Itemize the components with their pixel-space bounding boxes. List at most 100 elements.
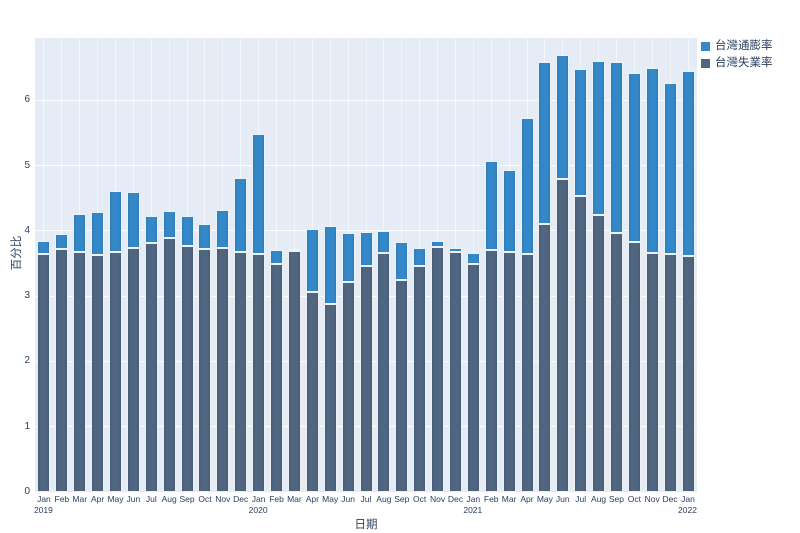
inflation-segment[interactable] — [556, 55, 570, 179]
unemployment-segment[interactable] — [37, 254, 51, 492]
stacked-bar-2020-10[interactable] — [413, 247, 427, 492]
stacked-bar-2019-09[interactable] — [180, 216, 194, 492]
inflation-segment[interactable] — [55, 234, 69, 250]
unemployment-segment[interactable] — [216, 248, 230, 492]
unemployment-segment[interactable] — [556, 178, 570, 492]
stacked-bar-2021-12[interactable] — [663, 83, 677, 492]
inflation-segment[interactable] — [466, 253, 480, 265]
stacked-bar-2019-01[interactable] — [37, 241, 51, 492]
unemployment-segment[interactable] — [502, 252, 516, 492]
inflation-segment[interactable] — [502, 170, 516, 253]
inflation-segment[interactable] — [180, 216, 194, 246]
stacked-bar-2020-11[interactable] — [431, 241, 445, 492]
unemployment-segment[interactable] — [252, 254, 266, 492]
unemployment-segment[interactable] — [663, 254, 677, 492]
stacked-bar-2019-08[interactable] — [162, 210, 176, 492]
inflation-segment[interactable] — [609, 61, 623, 234]
unemployment-segment[interactable] — [484, 250, 498, 492]
unemployment-segment[interactable] — [431, 247, 445, 492]
legend-item-inflation[interactable]: 台灣通膨率 — [701, 40, 773, 53]
inflation-segment[interactable] — [270, 250, 284, 265]
unemployment-segment[interactable] — [538, 223, 552, 492]
unemployment-segment[interactable] — [162, 238, 176, 492]
inflation-segment[interactable] — [216, 209, 230, 249]
inflation-segment[interactable] — [109, 191, 122, 253]
stacked-bar-2019-12[interactable] — [234, 177, 248, 492]
inflation-segment[interactable] — [305, 228, 319, 293]
stacked-bar-2019-10[interactable] — [198, 223, 212, 492]
stacked-bar-2020-02[interactable] — [270, 250, 284, 492]
stacked-bar-2020-12[interactable] — [448, 247, 462, 492]
stacked-bar-2019-04[interactable] — [91, 211, 105, 492]
unemployment-segment[interactable] — [234, 252, 248, 492]
stacked-bar-2021-08[interactable] — [592, 61, 606, 492]
unemployment-segment[interactable] — [144, 242, 158, 492]
unemployment-segment[interactable] — [109, 252, 122, 492]
stacked-bar-2020-06[interactable] — [341, 233, 355, 492]
stacked-bar-2019-02[interactable] — [55, 234, 69, 492]
stacked-bar-2021-11[interactable] — [645, 67, 659, 492]
unemployment-segment[interactable] — [91, 254, 105, 492]
inflation-segment[interactable] — [377, 231, 391, 254]
inflation-segment[interactable] — [37, 241, 51, 255]
inflation-segment[interactable] — [341, 233, 355, 283]
unemployment-segment[interactable] — [645, 253, 659, 492]
stacked-bar-2019-05[interactable] — [109, 191, 122, 492]
stacked-bar-2020-05[interactable] — [323, 226, 337, 492]
unemployment-segment[interactable] — [55, 249, 69, 492]
unemployment-segment[interactable] — [520, 254, 534, 492]
inflation-segment[interactable] — [234, 177, 248, 253]
stacked-bar-2020-09[interactable] — [395, 241, 409, 492]
stacked-bar-2021-04[interactable] — [520, 117, 534, 492]
unemployment-segment[interactable] — [592, 215, 606, 492]
stacked-bar-2020-04[interactable] — [305, 228, 319, 492]
stacked-bar-2021-06[interactable] — [556, 55, 570, 492]
stacked-bar-2019-06[interactable] — [126, 191, 140, 492]
legend-item-unemployment[interactable]: 台灣失業率 — [701, 57, 773, 70]
inflation-segment[interactable] — [144, 216, 158, 243]
unemployment-segment[interactable] — [359, 266, 373, 492]
inflation-segment[interactable] — [574, 68, 588, 197]
unemployment-segment[interactable] — [627, 241, 641, 492]
inflation-segment[interactable] — [627, 73, 641, 242]
inflation-segment[interactable] — [287, 249, 301, 252]
inflation-segment[interactable] — [395, 241, 409, 280]
inflation-segment[interactable] — [91, 211, 105, 255]
inflation-segment[interactable] — [663, 83, 677, 255]
stacked-bar-2021-02[interactable] — [484, 160, 498, 492]
unemployment-segment[interactable] — [395, 279, 409, 492]
inflation-segment[interactable] — [252, 133, 266, 255]
stacked-bar-2019-03[interactable] — [73, 213, 87, 492]
unemployment-segment[interactable] — [466, 264, 480, 492]
unemployment-segment[interactable] — [180, 245, 194, 492]
unemployment-segment[interactable] — [323, 303, 337, 492]
inflation-segment[interactable] — [198, 223, 212, 250]
inflation-segment[interactable] — [592, 61, 606, 216]
stacked-bar-2021-10[interactable] — [627, 73, 641, 492]
inflation-segment[interactable] — [681, 70, 695, 257]
stacked-bar-2019-11[interactable] — [216, 209, 230, 492]
stacked-bar-2020-01[interactable] — [252, 133, 266, 492]
unemployment-segment[interactable] — [73, 251, 87, 492]
inflation-segment[interactable] — [323, 226, 337, 304]
stacked-bar-2019-07[interactable] — [144, 216, 158, 492]
inflation-segment[interactable] — [645, 67, 659, 254]
inflation-segment[interactable] — [162, 210, 176, 239]
stacked-bar-2020-03[interactable] — [287, 249, 301, 492]
inflation-segment[interactable] — [448, 247, 462, 252]
stacked-bar-2021-05[interactable] — [538, 61, 552, 492]
inflation-segment[interactable] — [359, 232, 373, 267]
unemployment-segment[interactable] — [681, 256, 695, 492]
inflation-segment[interactable] — [484, 160, 498, 251]
stacked-bar-2020-08[interactable] — [377, 231, 391, 492]
inflation-segment[interactable] — [431, 241, 445, 248]
inflation-segment[interactable] — [520, 117, 534, 255]
unemployment-segment[interactable] — [305, 292, 319, 492]
unemployment-segment[interactable] — [377, 253, 391, 492]
stacked-bar-2022-01[interactable] — [681, 70, 695, 492]
inflation-segment[interactable] — [126, 191, 140, 248]
stacked-bar-2020-07[interactable] — [359, 232, 373, 492]
unemployment-segment[interactable] — [341, 282, 355, 492]
unemployment-segment[interactable] — [609, 233, 623, 492]
stacked-bar-2021-03[interactable] — [502, 170, 516, 492]
